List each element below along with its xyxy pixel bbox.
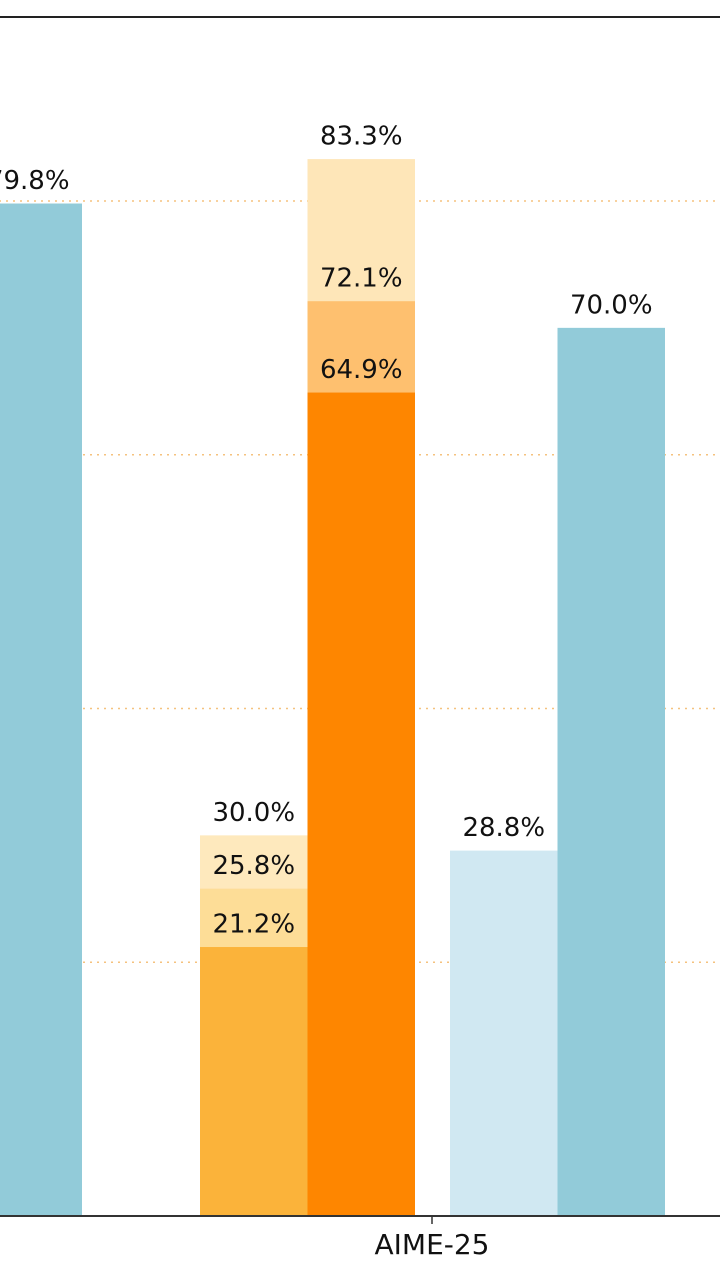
bar [0, 203, 82, 1216]
bar [450, 850, 558, 1216]
bar [557, 327, 665, 1217]
value-label: 30.0% [212, 798, 295, 828]
value-label: 79.8% [0, 166, 70, 196]
value-label: 21.2% [212, 910, 295, 940]
x-tick-label: AIME-25 [375, 1228, 490, 1261]
value-label: 70.0% [570, 290, 653, 320]
value-label: 25.8% [212, 851, 295, 881]
bar [200, 947, 308, 1216]
bar [307, 392, 415, 1216]
value-label: 83.3% [320, 122, 403, 152]
value-label: 28.8% [462, 813, 545, 843]
value-label: 64.9% [320, 355, 403, 385]
value-label: 72.1% [320, 264, 403, 294]
